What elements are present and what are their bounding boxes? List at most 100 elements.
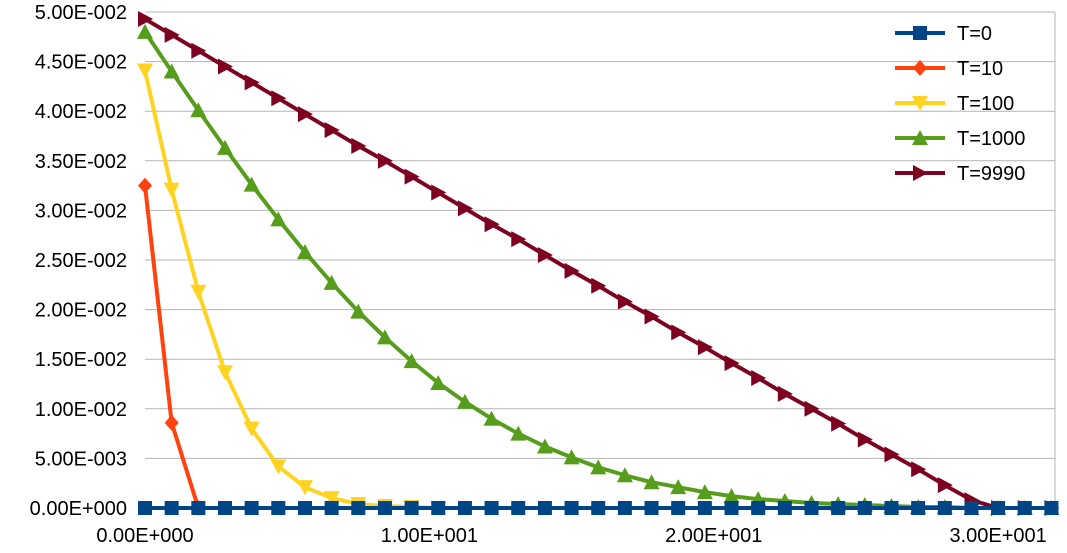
gridlines <box>145 11 1056 509</box>
legend-entry: T=9990 <box>895 163 1025 185</box>
data-point <box>831 415 847 432</box>
data-point <box>457 200 473 217</box>
data-point <box>991 501 1006 515</box>
data-point <box>884 446 900 463</box>
data-point <box>431 184 447 201</box>
data-point <box>937 501 952 515</box>
data-point <box>484 501 499 515</box>
data-point <box>884 501 899 515</box>
data-point <box>163 182 180 198</box>
data-point <box>483 410 500 426</box>
legend-label: T=9990 <box>957 163 1025 185</box>
data-point <box>777 385 793 402</box>
data-point <box>937 477 953 494</box>
data-point <box>138 10 153 27</box>
data-point <box>510 425 527 441</box>
legend-label: T=100 <box>957 93 1014 115</box>
y-tick-label: 1.00E-002 <box>35 399 127 421</box>
data-point <box>190 284 207 300</box>
legend-entry: T=10 <box>895 58 1003 80</box>
data-point <box>564 501 579 515</box>
data-point <box>911 461 927 478</box>
data-point <box>270 459 287 475</box>
data-point <box>351 501 366 515</box>
data-point <box>431 501 446 515</box>
data-point <box>697 501 712 515</box>
data-point <box>324 501 339 515</box>
data-point <box>804 501 819 515</box>
data-point <box>243 421 260 437</box>
y-tick-label: 3.00E-002 <box>35 200 127 222</box>
data-point <box>964 501 979 515</box>
legend: T=0 T=10 T=100 T=1000 T=9990 <box>895 23 1025 185</box>
series-lines <box>137 10 1060 516</box>
data-point <box>696 484 713 500</box>
data-point <box>138 501 152 515</box>
data-point <box>217 58 233 75</box>
data-point <box>216 139 233 155</box>
data-point <box>191 501 206 515</box>
x-tick-label: 2.00E+001 <box>665 525 762 547</box>
axis-tick-labels: 0.00E+000 5.00E-003 1.00E-002 1.50E-002 2.00… <box>30 2 1047 547</box>
y-tick-label: 1.50E-002 <box>35 349 127 371</box>
data-point <box>724 355 740 372</box>
legend-label: T=10 <box>957 58 1003 80</box>
data-point <box>243 176 260 192</box>
data-point <box>404 501 419 515</box>
data-point <box>563 449 580 465</box>
data-point <box>724 501 739 515</box>
legend-entry: T=0 <box>895 23 992 45</box>
data-point <box>351 137 367 154</box>
data-point <box>671 324 687 341</box>
y-tick-label: 4.50E-002 <box>35 52 127 74</box>
data-point <box>617 501 632 515</box>
data-point <box>591 501 606 515</box>
x-tick-label: 3.00E+001 <box>949 525 1046 547</box>
legend-marker <box>912 96 928 111</box>
y-tick-label: 4.00E-002 <box>35 101 127 123</box>
data-point <box>671 501 686 515</box>
data-point <box>511 231 527 248</box>
y-tick-label: 3.50E-002 <box>35 151 127 173</box>
data-point <box>190 102 207 118</box>
data-point <box>804 400 820 417</box>
data-point <box>244 74 260 91</box>
data-point <box>511 501 526 515</box>
data-point <box>644 308 660 325</box>
data-point <box>350 303 367 319</box>
data-point <box>137 63 153 79</box>
data-point <box>164 26 180 43</box>
data-point <box>644 501 659 515</box>
data-point <box>163 63 180 79</box>
data-point <box>723 488 740 504</box>
y-tick-label: 0.00E+000 <box>30 498 127 520</box>
data-point <box>831 501 846 515</box>
data-point <box>751 370 767 387</box>
legend-marker <box>913 26 927 40</box>
data-point <box>297 501 312 515</box>
data-point <box>296 480 313 496</box>
data-point <box>484 216 500 233</box>
data-point <box>643 474 660 490</box>
data-point <box>457 501 472 515</box>
y-tick-label: 5.00E-003 <box>35 448 127 470</box>
data-point <box>617 293 633 310</box>
data-point <box>244 501 259 515</box>
data-point <box>271 501 286 515</box>
x-tick-label: 0.00E+000 <box>96 525 193 547</box>
data-point <box>537 247 553 264</box>
series-0 <box>138 501 1059 515</box>
data-point <box>591 277 607 294</box>
data-point <box>323 491 340 507</box>
data-point <box>911 501 926 515</box>
data-point <box>697 339 713 356</box>
data-point <box>324 122 340 139</box>
data-point <box>536 438 553 454</box>
data-point <box>777 501 792 515</box>
data-point <box>138 177 152 194</box>
legend-label: T=1000 <box>957 128 1025 150</box>
data-point <box>537 501 552 515</box>
data-point <box>216 365 233 381</box>
